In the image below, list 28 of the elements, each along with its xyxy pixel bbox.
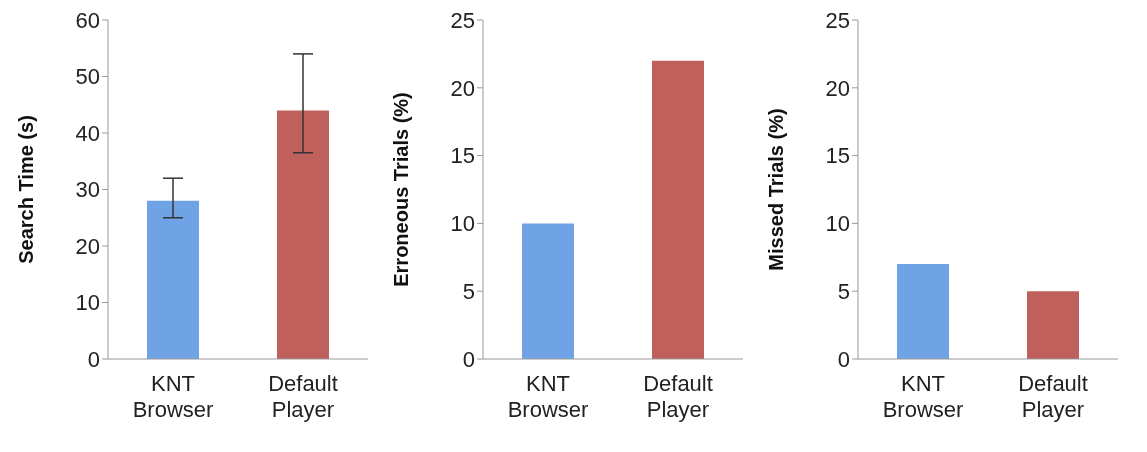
y-tick-label: 10: [75, 290, 100, 316]
x-tick-label: KNT Browser: [507, 371, 589, 422]
y-axis-title: Erroneous Trials (%): [390, 92, 413, 287]
y-tick-label: 15: [825, 143, 850, 169]
y-tick-label: 20: [825, 75, 850, 101]
y-tick-label: 15: [450, 143, 475, 169]
y-tick-label: 40: [75, 120, 100, 146]
y-tick-label: 0: [87, 346, 100, 372]
y-tick-label: 10: [825, 211, 850, 237]
y-tick-label: 20: [450, 75, 475, 101]
y-tick-label: 25: [450, 7, 475, 33]
y-tick-label: 0: [462, 346, 475, 372]
y-tick-label: 5: [837, 279, 850, 305]
x-tick-label: Default Player: [643, 371, 713, 422]
x-tick-label: KNT Browser: [132, 371, 214, 422]
y-axis-title: Search Time (s): [15, 115, 38, 264]
y-tick-label: 0: [837, 346, 850, 372]
y-tick-label: 10: [450, 211, 475, 237]
x-tick-label: Default Player: [1018, 371, 1088, 422]
y-tick-label: 5: [462, 279, 475, 305]
x-tick-label: Default Player: [268, 371, 338, 422]
y-axis-title: Missed Trials (%): [765, 108, 788, 271]
y-tick-label: 50: [75, 64, 100, 90]
y-tick-label: 30: [75, 177, 100, 203]
y-tick-label: 25: [825, 7, 850, 33]
y-tick-label: 60: [75, 7, 100, 33]
x-tick-label: KNT Browser: [882, 371, 964, 422]
y-tick-label: 20: [75, 233, 100, 259]
